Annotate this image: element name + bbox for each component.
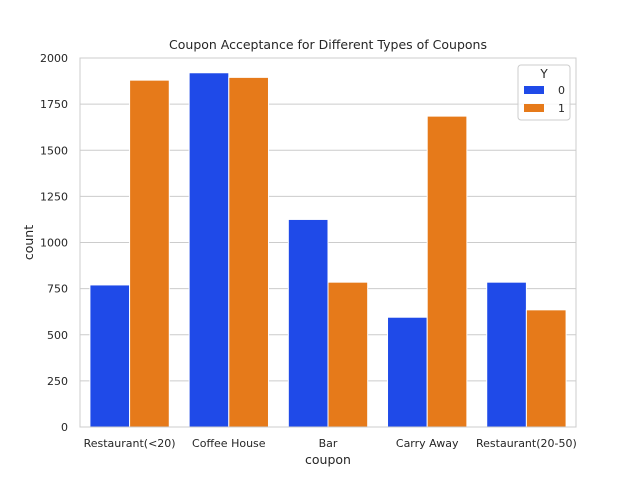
bar-2-1 — [327, 281, 369, 428]
y-tick-label: 1750 — [40, 98, 68, 111]
y-tick-label: 750 — [47, 283, 68, 296]
y-tick-label: 2000 — [40, 52, 68, 65]
bar-3-0 — [387, 316, 428, 428]
legend: Y 0 1 — [517, 64, 571, 121]
legend-label-0: 0 — [558, 84, 565, 97]
x-tick-label: Restaurant(20-50) — [476, 437, 577, 450]
bar-2-0 — [287, 218, 329, 428]
plot-frame — [79, 57, 577, 428]
x-axis: Restaurant(<20) Coffee House Bar Carry Away… — [84, 437, 577, 450]
y-axis-label: count — [21, 225, 36, 260]
bar-1-0 — [188, 72, 230, 428]
y-tick-label: 1250 — [40, 190, 68, 203]
bar-0-1 — [129, 79, 170, 428]
x-tick-label: Bar — [319, 437, 338, 450]
bar-0-0 — [89, 284, 131, 428]
bar-1-1 — [228, 76, 269, 428]
bar-4-0 — [486, 281, 527, 428]
legend-title: Y — [539, 67, 548, 81]
legend-swatch-1 — [524, 104, 544, 112]
y-axis: 0 250 500 750 1000 1250 1500 1750 2000 — [40, 52, 68, 434]
y-tick-label: 1500 — [40, 144, 68, 157]
legend-label-1: 1 — [558, 102, 565, 115]
y-tick-label: 1000 — [40, 237, 68, 250]
x-axis-label: coupon — [305, 452, 351, 467]
legend-swatch-0 — [524, 86, 544, 94]
bar-3-1 — [426, 115, 468, 428]
y-tick-label: 0 — [61, 421, 68, 434]
y-tick-label: 500 — [47, 329, 68, 342]
x-tick-label: Carry Away — [396, 437, 459, 450]
bar-4-1 — [525, 309, 567, 428]
bars — [89, 72, 567, 428]
chart-title: Coupon Acceptance for Different Types of… — [169, 37, 487, 52]
y-tick-label: 250 — [47, 375, 68, 388]
x-tick-label: Coffee House — [192, 437, 266, 450]
x-tick-label: Restaurant(<20) — [84, 437, 176, 450]
